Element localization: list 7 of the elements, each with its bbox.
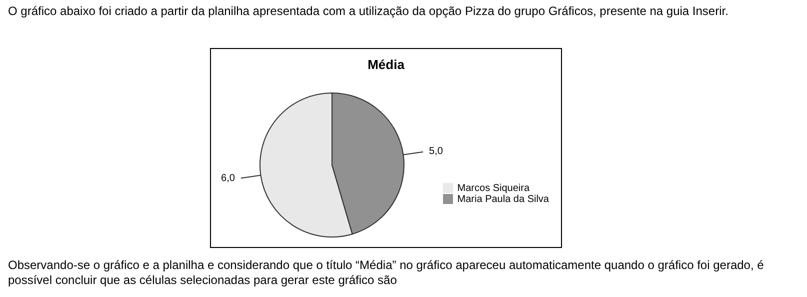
- data-label: 5,0: [429, 146, 444, 158]
- legend-label: Marcos Siqueira: [457, 183, 530, 194]
- text: O gráfico abaixo foi criado a partir da planilha apresentada com a utilização da opção Pizza do grupo Gráficos, presente na guia Inserir.: [8, 4, 730, 19]
- chart-title: Média: [366, 57, 406, 74]
- data-label: 6,0: [221, 172, 236, 184]
- text: Observando-se o gráfico e a planilha e considerando que o título “Média” no gráfico apareceu automaticamente quando o gráfico foi gerado, é possível concluir que as células selecionadas para gerar este gráfico são: [8, 258, 765, 288]
- legend-label: Maria Paula da Silva: [457, 194, 549, 205]
